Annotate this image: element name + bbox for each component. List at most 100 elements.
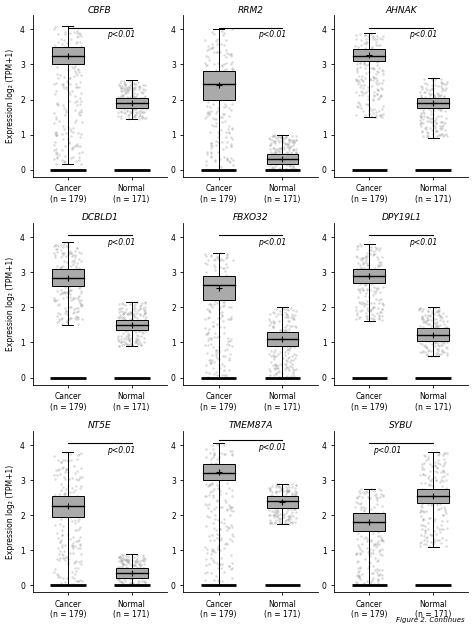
- Point: [272, 369, 280, 379]
- Point: [53, 153, 60, 163]
- Point: [375, 261, 383, 271]
- Point: [140, 107, 148, 117]
- Point: [276, 348, 284, 358]
- Point: [64, 249, 72, 259]
- Point: [131, 110, 139, 120]
- Point: [203, 500, 211, 510]
- Point: [69, 541, 76, 551]
- Point: [70, 42, 77, 52]
- Point: [216, 524, 224, 534]
- Point: [434, 450, 441, 460]
- Point: [131, 325, 138, 335]
- Point: [417, 506, 425, 516]
- Point: [217, 553, 225, 563]
- Point: [215, 304, 223, 314]
- Point: [52, 136, 59, 146]
- Point: [53, 130, 60, 140]
- Point: [62, 552, 70, 562]
- Point: [204, 328, 211, 338]
- Point: [273, 304, 280, 314]
- Point: [57, 479, 65, 489]
- Point: [119, 94, 127, 104]
- Point: [125, 551, 132, 561]
- Point: [365, 516, 372, 526]
- Point: [426, 123, 434, 133]
- Point: [226, 128, 233, 138]
- Point: [440, 319, 447, 329]
- Point: [70, 142, 77, 152]
- Point: [69, 541, 76, 551]
- Point: [282, 359, 290, 369]
- Point: [278, 154, 286, 164]
- Point: [223, 101, 230, 111]
- Point: [369, 32, 376, 42]
- Point: [280, 303, 287, 313]
- Point: [121, 314, 129, 324]
- Point: [60, 103, 68, 113]
- Point: [67, 285, 75, 295]
- Point: [66, 286, 73, 296]
- Point: [118, 107, 125, 117]
- Point: [122, 551, 130, 561]
- Point: [416, 507, 424, 517]
- Point: [362, 511, 370, 521]
- Point: [378, 84, 386, 94]
- Point: [220, 28, 228, 38]
- Point: [228, 529, 236, 539]
- Point: [138, 111, 146, 121]
- Point: [278, 136, 285, 146]
- Point: [364, 263, 372, 273]
- Point: [369, 314, 376, 324]
- Point: [278, 304, 286, 314]
- Point: [270, 352, 277, 362]
- Point: [362, 63, 369, 73]
- Point: [434, 504, 441, 514]
- Point: [431, 457, 439, 467]
- Point: [207, 152, 215, 162]
- Point: [69, 579, 77, 589]
- Point: [366, 558, 374, 568]
- Point: [118, 83, 126, 93]
- Point: [66, 292, 73, 302]
- Point: [367, 53, 375, 63]
- Point: [215, 74, 223, 84]
- Point: [416, 541, 424, 551]
- Point: [355, 274, 362, 284]
- Point: [288, 371, 295, 381]
- Point: [206, 535, 213, 545]
- Point: [210, 575, 218, 585]
- Point: [139, 563, 146, 573]
- Point: [280, 342, 288, 352]
- Point: [275, 372, 283, 382]
- Point: [64, 270, 72, 280]
- Point: [51, 490, 59, 500]
- Point: [137, 579, 144, 589]
- Point: [368, 265, 376, 275]
- Point: [367, 269, 374, 279]
- Point: [442, 342, 449, 352]
- Point: [283, 489, 290, 499]
- Point: [363, 284, 371, 294]
- Point: [67, 126, 75, 136]
- Point: [280, 142, 288, 152]
- Point: [123, 101, 131, 111]
- Point: [203, 259, 210, 269]
- Point: [366, 306, 374, 316]
- Point: [116, 570, 123, 580]
- Point: [64, 552, 71, 562]
- Point: [275, 486, 283, 496]
- Point: [282, 482, 289, 492]
- Point: [364, 260, 372, 270]
- Point: [72, 273, 79, 283]
- Point: [362, 554, 369, 564]
- Point: [214, 254, 222, 264]
- Point: [425, 336, 432, 346]
- Point: [376, 276, 383, 286]
- Point: [73, 491, 81, 501]
- Point: [205, 356, 213, 366]
- Point: [284, 486, 292, 496]
- Point: [61, 503, 68, 513]
- Point: [431, 466, 438, 476]
- Point: [214, 543, 222, 553]
- Point: [422, 83, 430, 93]
